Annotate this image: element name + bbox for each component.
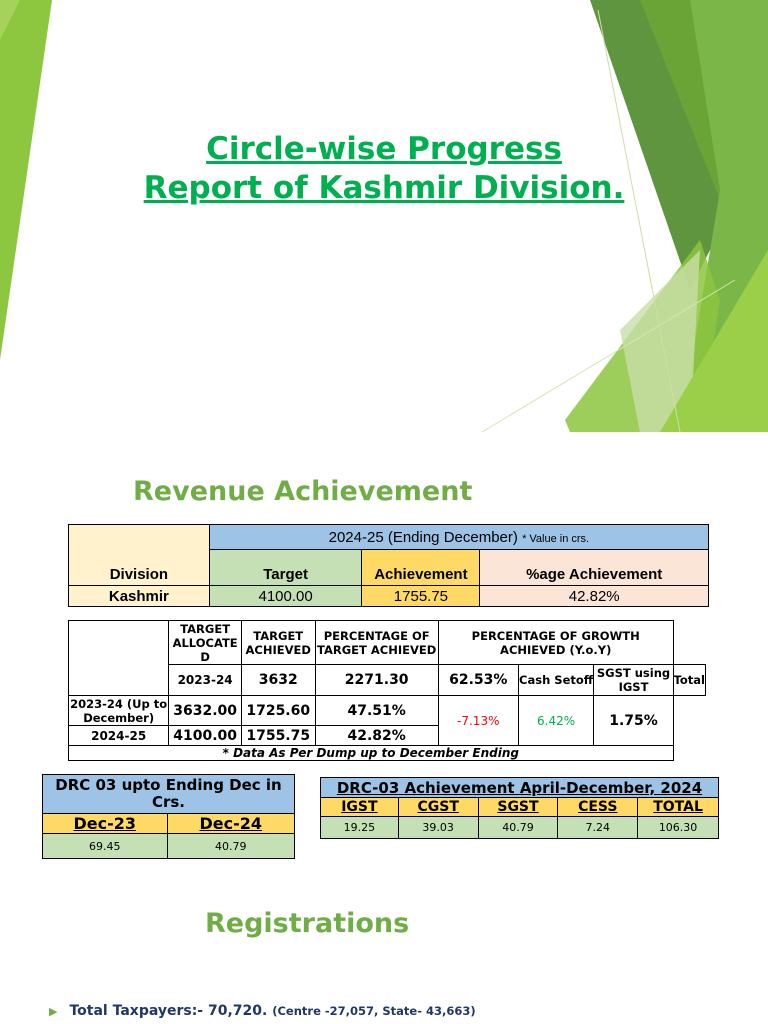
drc-achievement-title: DRC-03 Achievement April-December, 2024	[320, 777, 719, 798]
dec23-header: Dec-23	[42, 813, 168, 834]
sgst-header: SGST	[477, 797, 559, 817]
page-title-line2: Report of Kashmir Division.	[143, 170, 625, 206]
cess-header: CESS	[557, 797, 639, 817]
cash-setoff-growth: -7.13%	[437, 695, 519, 746]
target-achieved-header: TARGET ACHIEVED	[240, 620, 316, 665]
dec23-value: 69.45	[42, 833, 168, 859]
taxpayers-breakdown: (Centre -27,057, State- 43,663)	[272, 1004, 476, 1018]
target-cell: 4100.00	[208, 585, 363, 607]
sgst-igst-header: SGST using IGST	[593, 664, 674, 696]
pct-growth-header: PERCENTAGE OF GROWTH ACHIEVED (Y.o.Y)	[437, 620, 674, 665]
registrations-heading: Registrations	[205, 908, 410, 939]
total-growth: 1.75%	[593, 695, 674, 746]
row-pct: 42.82%	[314, 725, 439, 746]
row-allocated: 3632.00	[168, 695, 242, 726]
row-year: 2023-24	[168, 664, 242, 696]
row-achieved: 1755.75	[240, 725, 316, 746]
row-achieved: 2271.30	[314, 664, 439, 696]
cgst-header: CGST	[397, 797, 479, 817]
target-allocated-header: TARGET ALLOCATE D	[168, 620, 242, 665]
sgst-value: 40.79	[477, 816, 559, 839]
cgst-value: 39.03	[397, 816, 479, 839]
pct-cell: 42.82%	[479, 585, 709, 607]
achievement-cell: 1755.75	[361, 585, 481, 607]
row-achieved: 1725.60	[240, 695, 316, 726]
page-title-line1: Circle-wise Progress	[206, 131, 562, 167]
division-cell: Kashmir	[68, 585, 210, 607]
data-footnote: * Data As Per Dump up to December Ending	[68, 745, 674, 761]
achievement-header: Achievement	[361, 549, 481, 586]
dec24-value: 40.79	[166, 833, 295, 859]
bullet-arrow-icon: ▶	[49, 1005, 58, 1018]
row-pct: 62.53%	[437, 664, 519, 696]
total-value: 106.30	[637, 816, 719, 839]
drc-achievement-table: DRC-03 Achievement April-December, 2024 …	[320, 777, 719, 839]
pct-header: %age Achievement	[479, 549, 709, 586]
revenue-heading: Revenue Achievement	[133, 476, 473, 507]
igst-value: 19.25	[320, 816, 399, 839]
row-allocated: 4100.00	[168, 725, 242, 746]
drc-compare-table: DRC 03 upto Ending Dec in Crs. Dec-23 De…	[42, 774, 295, 859]
total-header: TOTAL	[637, 797, 719, 817]
dec24-header: Dec-24	[166, 813, 295, 834]
decorative-background	[0, 0, 768, 433]
growth-table: TARGET ALLOCATE D TARGET ACHIEVED PERCEN…	[67, 620, 707, 761]
row-pct: 47.51%	[314, 695, 439, 726]
drc-compare-title: DRC 03 upto Ending Dec in Crs.	[42, 774, 295, 814]
row-year: 2024-25	[67, 725, 170, 746]
row-allocated: 3632	[240, 664, 316, 696]
cash-setoff-header: Cash Setoff	[517, 664, 595, 696]
igst-header: IGST	[320, 797, 399, 817]
year-header-empty	[67, 620, 170, 696]
pct-target-header: PERCENTAGE OF TARGET ACHIEVED	[314, 620, 439, 665]
division-header: Division	[68, 524, 210, 586]
sgst-igst-growth: 6.42%	[517, 695, 595, 746]
total-header: Total	[672, 664, 707, 696]
taxpayers-bullet: ▶ Total Taxpayers:- 70,720. (Centre -27,0…	[49, 1003, 476, 1019]
row-year: 2023-24 (Up to December)	[67, 695, 170, 726]
target-header: Target	[208, 549, 363, 586]
period-header: 2024-25 (Ending December) * Value in crs…	[208, 524, 710, 550]
cess-value: 7.24	[557, 816, 639, 839]
taxpayers-total: Total Taxpayers:- 70,720.	[69, 1003, 268, 1019]
revenue-table: Division 2024-25 (Ending December) * Val…	[68, 524, 710, 607]
